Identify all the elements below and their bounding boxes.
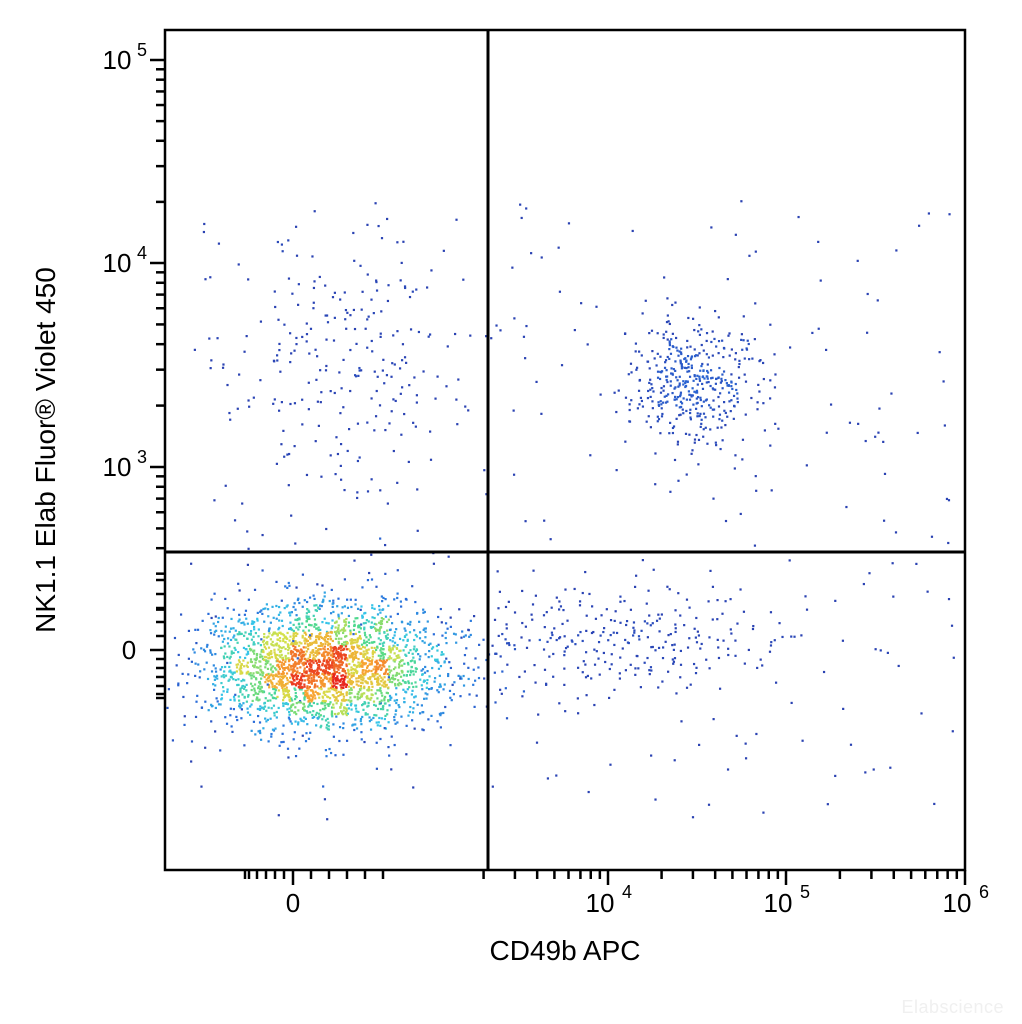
svg-text:3: 3 — [137, 447, 147, 467]
watermark: Elabscience — [901, 997, 1004, 1018]
svg-text:10: 10 — [103, 45, 132, 75]
svg-text:10: 10 — [103, 452, 132, 482]
svg-text:CD49b APC: CD49b APC — [490, 935, 641, 966]
chart-svg: 01041051060103104105CD49b APCNK1.1 Elab … — [0, 0, 1022, 1024]
svg-text:0: 0 — [286, 888, 300, 918]
svg-text:4: 4 — [622, 882, 632, 902]
svg-text:10: 10 — [764, 888, 793, 918]
svg-text:5: 5 — [800, 882, 810, 902]
svg-text:10: 10 — [103, 248, 132, 278]
svg-text:6: 6 — [979, 882, 989, 902]
flow-cytometry-chart: 01041051060103104105CD49b APCNK1.1 Elab … — [0, 0, 1022, 1024]
svg-text:10: 10 — [586, 888, 615, 918]
svg-text:10: 10 — [943, 888, 972, 918]
svg-text:NK1.1 Elab Fluor® Violet 450: NK1.1 Elab Fluor® Violet 450 — [30, 267, 61, 633]
svg-text:4: 4 — [137, 243, 147, 263]
svg-text:0: 0 — [122, 635, 136, 665]
svg-text:5: 5 — [137, 40, 147, 60]
